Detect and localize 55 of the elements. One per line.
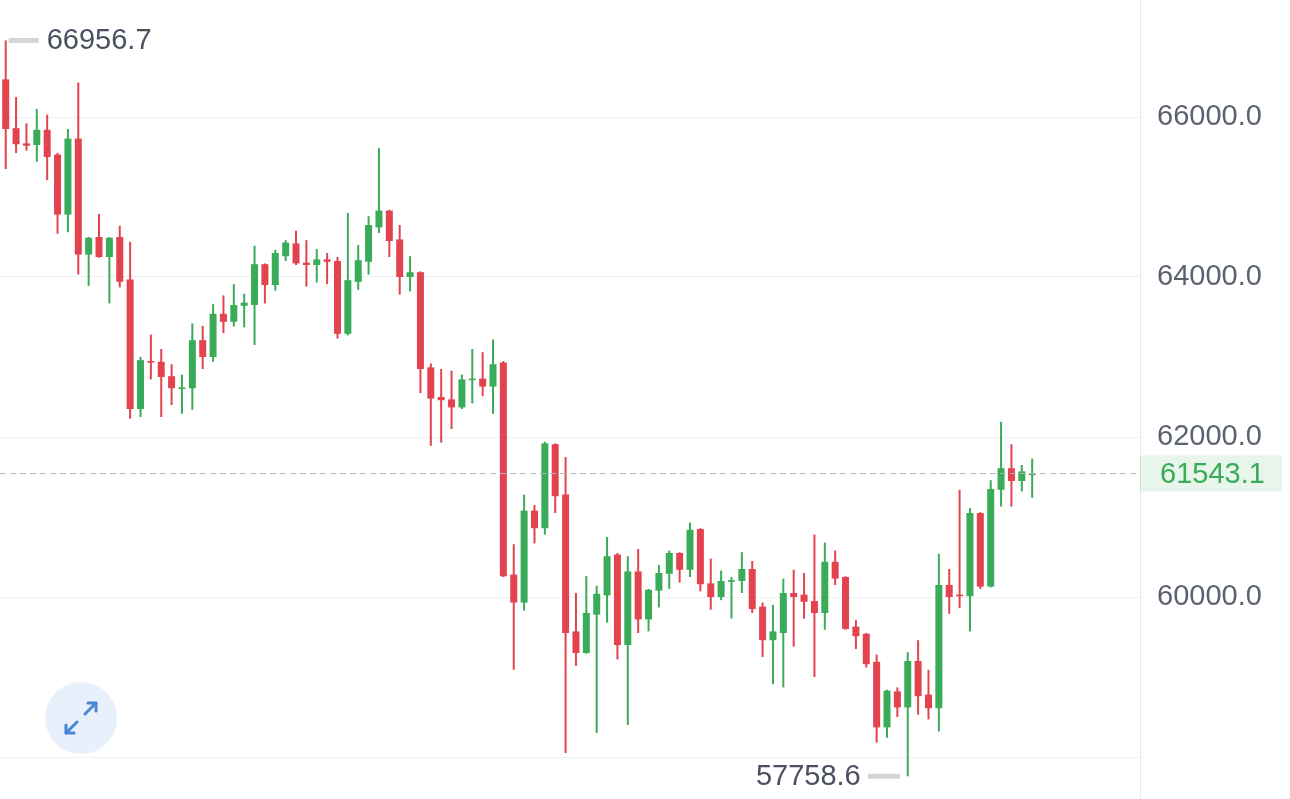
candlestick (707, 557, 715, 611)
candlestick (261, 262, 269, 305)
candlestick (924, 668, 932, 721)
candlestick (323, 252, 331, 286)
candlestick (199, 324, 207, 370)
candlestick (33, 108, 41, 163)
candlestick (313, 248, 321, 284)
candlestick (230, 283, 238, 328)
candlestick (1018, 464, 1026, 493)
annotation: 57758.6 (755, 759, 861, 792)
candlestick (676, 551, 684, 584)
candlestick (655, 564, 663, 609)
candlestick (717, 569, 725, 602)
candlestick (769, 604, 777, 686)
candlestick (375, 147, 383, 234)
candlestick (448, 369, 456, 430)
ref-line-label: 61543.1 (1160, 456, 1265, 489)
candlestick (219, 294, 227, 334)
candlestick (810, 533, 818, 678)
candlestick (800, 572, 808, 620)
candlestick (282, 239, 290, 262)
candlestick (997, 420, 1005, 508)
candlestick (945, 568, 953, 615)
candlestick (738, 551, 746, 594)
candlestick (593, 584, 601, 734)
candlestick (22, 122, 30, 152)
candlestick (530, 504, 538, 545)
y-tick-label: 62000.0 (1157, 419, 1262, 451)
candlestick (354, 244, 362, 291)
candlestick (727, 576, 735, 620)
candlestick (665, 549, 673, 590)
candlestick (168, 363, 176, 406)
candlestick (1007, 443, 1015, 508)
candlestick (437, 368, 445, 444)
candlestick (12, 96, 20, 154)
candlestick (479, 351, 487, 398)
y-tick-label: 64000.0 (1157, 259, 1262, 291)
candlestick (406, 255, 414, 293)
candlestick (852, 619, 860, 650)
candlestick (831, 549, 839, 586)
annotation: 66956.7 (46, 23, 152, 56)
candlestick (147, 333, 155, 381)
candlestick (489, 338, 497, 415)
candlestick (292, 229, 300, 266)
candlestick (240, 292, 248, 329)
y-tick-label: 60000.0 (1157, 579, 1262, 611)
candlestick (178, 373, 186, 415)
candlestick (85, 236, 93, 287)
y-tick-label: 66000.0 (1157, 99, 1262, 131)
candlestick (95, 212, 103, 259)
candlestick (572, 592, 580, 667)
candlestick (105, 236, 113, 305)
candlestick (790, 568, 798, 648)
candlestick (157, 348, 165, 418)
candlestick (893, 686, 901, 718)
